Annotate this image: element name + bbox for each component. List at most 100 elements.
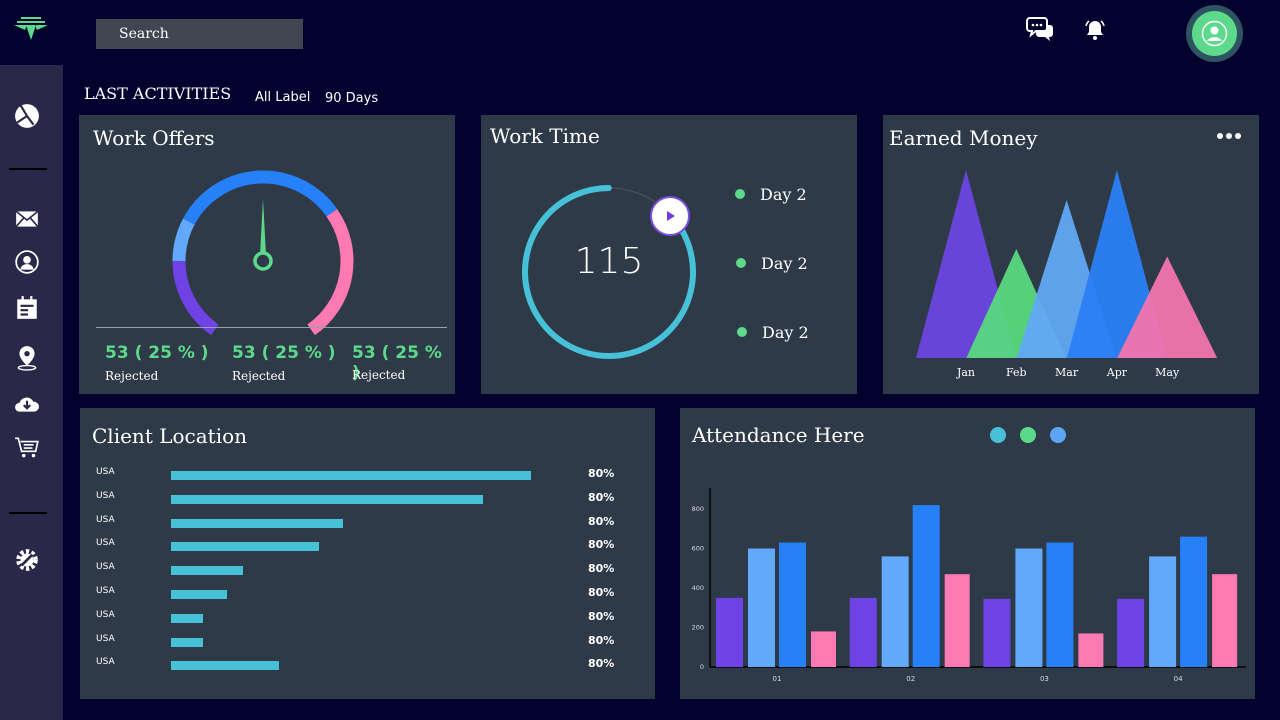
bar <box>748 548 775 667</box>
search-input[interactable]: Search <box>96 19 303 49</box>
stat-label: Rejected <box>105 369 159 383</box>
section-title: LAST ACTIVITIES <box>84 84 232 103</box>
gauge-hub <box>253 251 273 271</box>
legend-dot <box>735 189 745 199</box>
gauge-segment-lightblue <box>172 218 195 262</box>
stat-value: 53 ( 25 % ) <box>105 343 209 363</box>
location-row: USA 80% <box>80 562 655 582</box>
stat-value: 53 ( 25 % ) <box>352 343 442 383</box>
bar <box>1180 536 1208 667</box>
gauge-segment-pink <box>307 209 354 336</box>
location-row: USA 80% <box>80 538 655 558</box>
stat-label: Rejected <box>232 369 286 383</box>
card-title: Earned Money <box>889 126 1038 150</box>
bar <box>944 574 970 667</box>
bar <box>1212 574 1238 667</box>
location-name: USA <box>96 538 115 549</box>
y-tick-label: 800 <box>692 505 704 513</box>
bar <box>1078 633 1104 667</box>
x-tick-label: Jan <box>956 366 975 379</box>
location-percent: 80% <box>588 586 615 599</box>
mail-icon[interactable] <box>14 206 40 232</box>
location-bar <box>171 661 279 671</box>
location-row: USA 80% <box>80 467 655 487</box>
bar <box>881 556 909 667</box>
gauge-needle <box>260 199 266 255</box>
label-filter[interactable]: All Label <box>255 90 311 105</box>
more-icon[interactable] <box>1216 132 1242 140</box>
legend-label: Day 2 <box>762 323 809 342</box>
calendar-icon[interactable] <box>14 295 40 321</box>
location-name: USA <box>96 562 115 573</box>
location-name: USA <box>96 467 115 477</box>
location-bar <box>171 494 483 504</box>
x-tick-label: May <box>1155 366 1180 379</box>
legend-dot <box>737 327 747 337</box>
sidebar <box>0 65 63 720</box>
stat-value: 53 ( 25 % ) <box>232 343 336 363</box>
location-percent: 80% <box>588 609 615 623</box>
bar <box>811 631 836 667</box>
work-offers-card: Work Offers 53 ( 25 % ) Rejected 53 ( 25… <box>79 115 455 394</box>
x-tick-label: 04 <box>1174 675 1183 683</box>
ring-progress <box>522 185 696 359</box>
bar <box>1046 542 1074 667</box>
gauge-segment-blue <box>183 170 338 225</box>
work-time-card: Work Time 115 Day 2 Day 2 Day 2 <box>481 115 857 394</box>
x-tick-label: 01 <box>773 675 782 683</box>
earned-money-chart: Jan Feb Mar Apr May <box>916 170 1218 379</box>
card-title: Client Location <box>92 424 248 448</box>
location-row: USA 80% <box>80 634 655 654</box>
location-name: USA <box>96 514 115 525</box>
bar <box>716 597 743 667</box>
settings-icon[interactable] <box>14 547 40 573</box>
bar <box>1015 548 1043 667</box>
user-icon[interactable] <box>14 249 40 275</box>
location-row: USA 80% <box>80 515 655 535</box>
legend-dot <box>1020 427 1036 443</box>
location-name: USA <box>96 633 115 644</box>
gauge <box>172 170 354 336</box>
location-bar <box>171 518 343 528</box>
x-tick-label: Apr <box>1106 366 1128 379</box>
bell-icon[interactable] <box>1083 18 1107 42</box>
location-bar <box>171 471 531 480</box>
client-location-card: Client Location USA 80% USA 80% USA 80% USA 80%… <box>80 408 655 699</box>
cloud-download-icon[interactable] <box>14 391 40 417</box>
stat-label: Rejected <box>352 368 406 382</box>
card-title: Attendance Here <box>692 423 865 447</box>
x-tick-label: Mar <box>1055 366 1079 379</box>
x-tick-label: 03 <box>1040 675 1049 683</box>
pie-chart-icon[interactable] <box>14 103 40 129</box>
location-icon[interactable] <box>14 345 40 371</box>
gauge-segment-purple <box>172 260 219 336</box>
x-tick-label: Feb <box>1006 366 1027 379</box>
location-percent: 80% <box>588 467 615 480</box>
range-filter[interactable]: 90 Days <box>325 91 379 106</box>
legend-dot <box>1050 427 1066 443</box>
triangle-may <box>1117 256 1218 358</box>
location-percent: 80% <box>588 514 615 528</box>
attendance-card: Attendance Here 0 200 400 600 800 01 02 03 04 <box>680 408 1255 699</box>
y-tick-label: 200 <box>692 624 704 632</box>
attendance-chart: 0 200 400 600 800 01 02 03 04 <box>692 488 1246 683</box>
divider <box>96 327 447 328</box>
location-name: USA <box>96 490 115 501</box>
logo-icon <box>14 17 48 40</box>
cart-icon[interactable] <box>14 435 40 461</box>
card-title: Work Time <box>490 124 600 148</box>
avatar[interactable] <box>1186 5 1243 62</box>
y-tick-label: 600 <box>692 545 704 553</box>
bar <box>1149 556 1177 667</box>
bar <box>779 542 806 667</box>
chat-icon[interactable] <box>1026 16 1054 42</box>
bar <box>983 598 1011 667</box>
location-percent: 80% <box>588 657 615 671</box>
legend-label: Day 2 <box>761 254 808 273</box>
location-bar <box>171 590 227 599</box>
play-icon <box>667 211 675 221</box>
legend-dot <box>736 258 746 268</box>
play-button[interactable] <box>650 196 690 236</box>
progress-ring <box>522 185 696 359</box>
location-bar <box>171 542 319 552</box>
